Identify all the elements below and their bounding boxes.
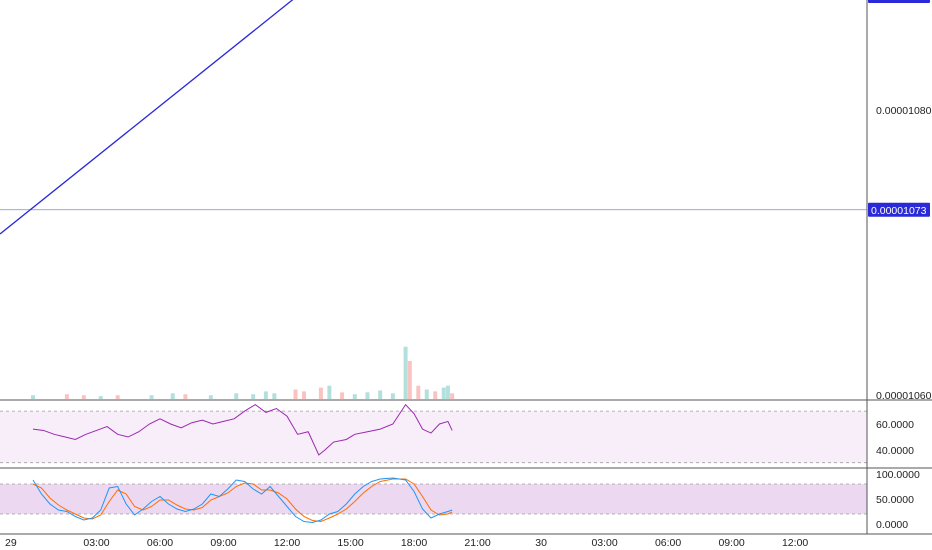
volume-bar (64, 394, 69, 399)
time-tick-label: 03:00 (591, 537, 617, 549)
volume-bar (234, 393, 239, 399)
volume-bar (327, 385, 332, 399)
rsi-line (32, 403, 453, 456)
volume-bar (115, 395, 120, 399)
volume-bar (293, 389, 298, 399)
volume-bar (251, 394, 256, 399)
volume-bar (390, 393, 395, 399)
volume-bar (403, 346, 408, 399)
time-tick-label: 09:00 (210, 537, 236, 549)
volume-bar (352, 394, 357, 399)
volume-bar (301, 391, 306, 399)
volume-bar (170, 393, 175, 399)
volume-bar (149, 395, 154, 399)
volume-bar (208, 395, 213, 399)
time-tick-label: 29 (5, 537, 17, 549)
volume-bar (441, 387, 446, 399)
stoch-tick-label: 50.0000 (876, 494, 914, 506)
time-tick-label: 12:00 (274, 537, 300, 549)
stoch-tick-label: 0.0000 (876, 519, 908, 531)
stoch-k-line (32, 477, 453, 524)
volume-bar (272, 393, 277, 399)
price-tick-label: 0.00001080 (876, 105, 932, 117)
price-tag (868, 202, 930, 217)
volume-bar (424, 389, 429, 399)
time-tick-label: 18:00 (401, 537, 427, 549)
rsi-tick-label: 40.0000 (876, 445, 914, 457)
time-tick-label: 30 (535, 537, 547, 549)
price-tag-label: 0.00001088 (871, 0, 927, 3)
volume-bar (318, 387, 323, 399)
volume-bar (81, 395, 86, 399)
volume-bar (433, 391, 438, 399)
rsi-band (0, 411, 867, 463)
time-tick-label: 12:00 (782, 537, 808, 549)
time-tick-label: 09:00 (718, 537, 744, 549)
volume-bar (340, 392, 345, 399)
volume-bar (263, 391, 268, 399)
volume-bar (183, 394, 188, 399)
volume-bar (31, 395, 35, 399)
time-tick-label: 21:00 (464, 537, 490, 549)
volume-bar (378, 390, 383, 399)
rsi-tick-label: 60.0000 (876, 419, 914, 431)
volume-bar (365, 392, 370, 399)
stoch-tick-label: 100.0000 (876, 469, 920, 481)
volume-bar (98, 396, 103, 399)
time-tick-label: 06:00 (655, 537, 681, 549)
time-tick-label: 15:00 (337, 537, 363, 549)
volume-bar (407, 361, 412, 399)
time-tick-label: 06:00 (147, 537, 173, 549)
stoch-d-line (32, 478, 453, 523)
price-tag-label: 0.00001073 (871, 205, 927, 217)
price-tick-label: 0.00001060 (876, 390, 932, 402)
volume-bar (450, 393, 455, 399)
time-tick-label: 03:00 (83, 537, 109, 549)
lower-blue-trendline (0, 0, 294, 235)
volume-bar (416, 385, 421, 399)
price-tag (868, 0, 930, 3)
volume-bar (445, 385, 450, 399)
